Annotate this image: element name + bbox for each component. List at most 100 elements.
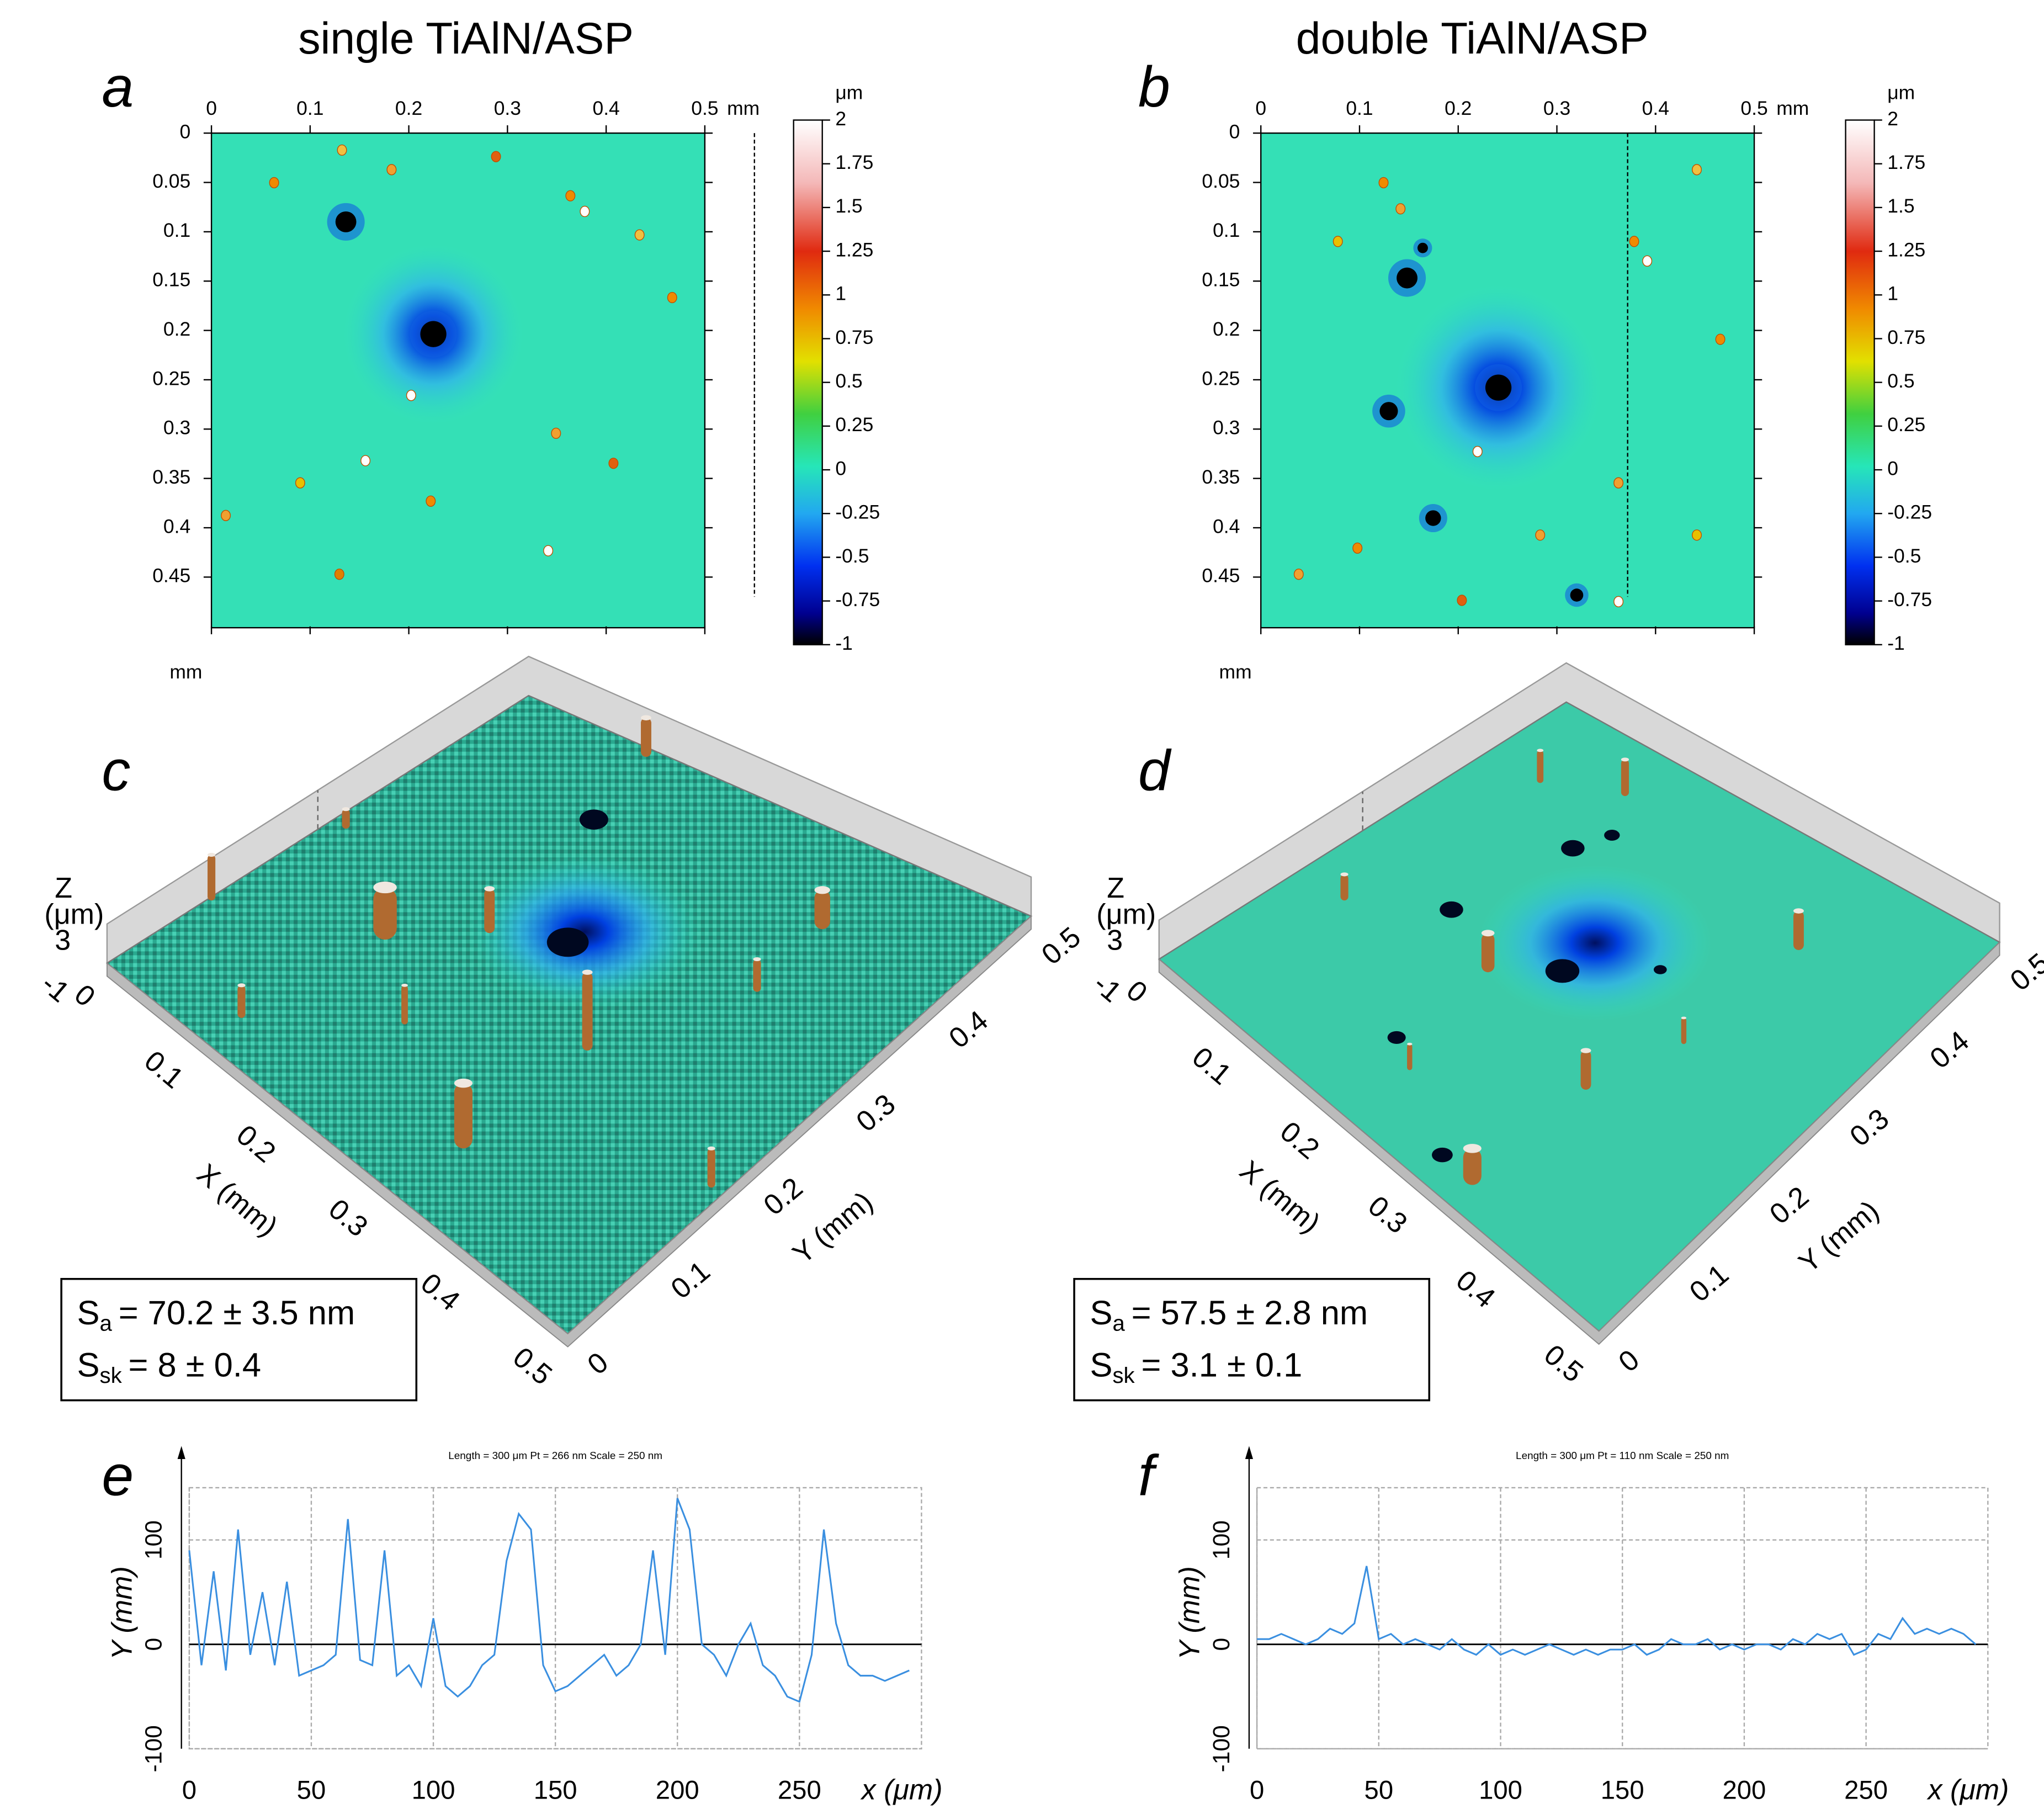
asperity-top [582, 969, 593, 975]
asperity [667, 291, 677, 304]
x-axis-label: x (μm) [1926, 1774, 2009, 1806]
asperity-top [1481, 930, 1495, 937]
asperity-top [237, 983, 246, 988]
profile-header: Length = 300 μm Pt = 110 nm Scale = 250 … [1516, 1450, 1729, 1462]
colorbar-tick-label: 0.5 [1887, 370, 1914, 392]
asperity [1613, 477, 1624, 489]
asperity [207, 855, 216, 901]
asperity [373, 887, 397, 940]
asperity-top [1621, 757, 1629, 762]
x-tick-label: 200 [656, 1775, 699, 1805]
colorbar-tick-label: 2 [1887, 108, 1898, 130]
x-tick-label: 0.3 [494, 97, 521, 119]
x-tick-label: 0 [1250, 1775, 1264, 1805]
x-tick-label: 0.1 [138, 1044, 189, 1095]
asperity [1537, 750, 1544, 783]
y-tick-label: 0.3 [851, 1088, 902, 1138]
asperity-top [1340, 872, 1348, 877]
asperity [360, 455, 371, 466]
panel-letter: f [1138, 1444, 1159, 1508]
asperity [1692, 164, 1702, 176]
x-tick-label: 50 [1365, 1775, 1394, 1805]
x-tick-label: 0.4 [1642, 97, 1669, 119]
asperity [1629, 236, 1639, 247]
y-axis-label: Y (mm) [1174, 1566, 1206, 1659]
y-axis-arrow [1245, 1446, 1254, 1459]
profile [1257, 1566, 1977, 1656]
stat-text: = 57.5 ± 2.8 nm [1132, 1294, 1368, 1332]
pit [335, 211, 357, 232]
asperity [1472, 445, 1483, 458]
z-tick-label: 3 [1107, 925, 1123, 957]
asperity [342, 809, 350, 829]
asperity [1580, 1051, 1591, 1090]
asperity [543, 545, 554, 556]
pit-halo [467, 853, 703, 1010]
colorbar-tick-label: 1.5 [1887, 195, 1914, 217]
stats-box [60, 1277, 418, 1402]
asperity [814, 890, 830, 930]
asperity [1332, 236, 1343, 247]
x-tick-label: 0.2 [395, 97, 422, 119]
surface [105, 694, 1033, 1335]
surface-edge [106, 915, 1032, 1348]
colorbar-unit: μm [835, 82, 863, 104]
y-tick-label: 0.1 [1684, 1258, 1735, 1308]
colorbar-tick-label: -1 [1887, 632, 1905, 654]
asperity [641, 718, 651, 757]
colorbar-tick-label: -0.5 [1887, 545, 1921, 567]
pit [546, 927, 589, 957]
x-tick-label: 0.3 [322, 1193, 374, 1243]
x-tick-label: 0.1 [1346, 97, 1373, 119]
colorbar-tick-label: 0.25 [1887, 413, 1925, 436]
x-tick-label: 50 [297, 1775, 326, 1805]
stat-subscript: a [100, 1311, 113, 1335]
y-tick-label: 0.05 [152, 170, 190, 192]
x-unit: mm [1776, 97, 1809, 119]
x-tick-label: 0.3 [1362, 1190, 1413, 1240]
colorbar-unit: μm [1887, 82, 1915, 104]
y-tick-label: 0.1 [1213, 219, 1240, 241]
y-unit: mm [169, 661, 202, 683]
profile [188, 1498, 910, 1703]
asperity [401, 985, 408, 1025]
pit [1570, 588, 1584, 602]
colorbar-tick-label: 0 [1887, 457, 1898, 479]
x-unit: mm [727, 97, 760, 119]
y-axis-label: Y (mm) [106, 1566, 138, 1659]
colorbar-tick-label: 1.25 [1887, 238, 1925, 261]
pit [1653, 965, 1667, 974]
y-tick-label: 0.4 [1213, 515, 1240, 537]
y-tick-label: 0.3 [1844, 1102, 1896, 1153]
asperity [565, 190, 576, 201]
y-tick-label: 0.25 [152, 367, 190, 389]
colorbar [793, 119, 823, 646]
y-axis-arrow [177, 1446, 185, 1459]
stat-symbol: S [77, 1346, 100, 1385]
y-tick-label: 0.45 [152, 565, 190, 587]
pit [420, 321, 447, 347]
asperity [1395, 203, 1406, 215]
asperity [1293, 569, 1304, 580]
y-tick-label: 0.35 [1202, 466, 1240, 488]
asperity-top [207, 852, 216, 857]
x-tick-label: 0.4 [1450, 1264, 1501, 1314]
colorbar-tick-label: 2 [835, 108, 846, 130]
asperity [1340, 874, 1348, 901]
y-tick-label: 0.3 [1213, 417, 1240, 439]
y-tick-label: 0.5 [1036, 921, 1087, 971]
z-axis-label: (μm) [44, 898, 104, 930]
panel-letter: e [102, 1444, 134, 1508]
asperity-top [1537, 749, 1544, 752]
y-tick-label: 0 [1613, 1344, 1645, 1378]
asperity [386, 164, 397, 176]
x-tick-label: 0.2 [1445, 97, 1472, 119]
asperity-top [753, 957, 761, 962]
colorbar-tick-label: 1 [835, 283, 846, 305]
asperity-top [454, 1078, 472, 1088]
colorbar-tick-label: 1.5 [835, 195, 862, 217]
y-tick-label: 0.3 [163, 417, 190, 439]
asperity [334, 569, 344, 580]
pit [1417, 242, 1428, 253]
y-tick-label: -100 [141, 1725, 167, 1772]
